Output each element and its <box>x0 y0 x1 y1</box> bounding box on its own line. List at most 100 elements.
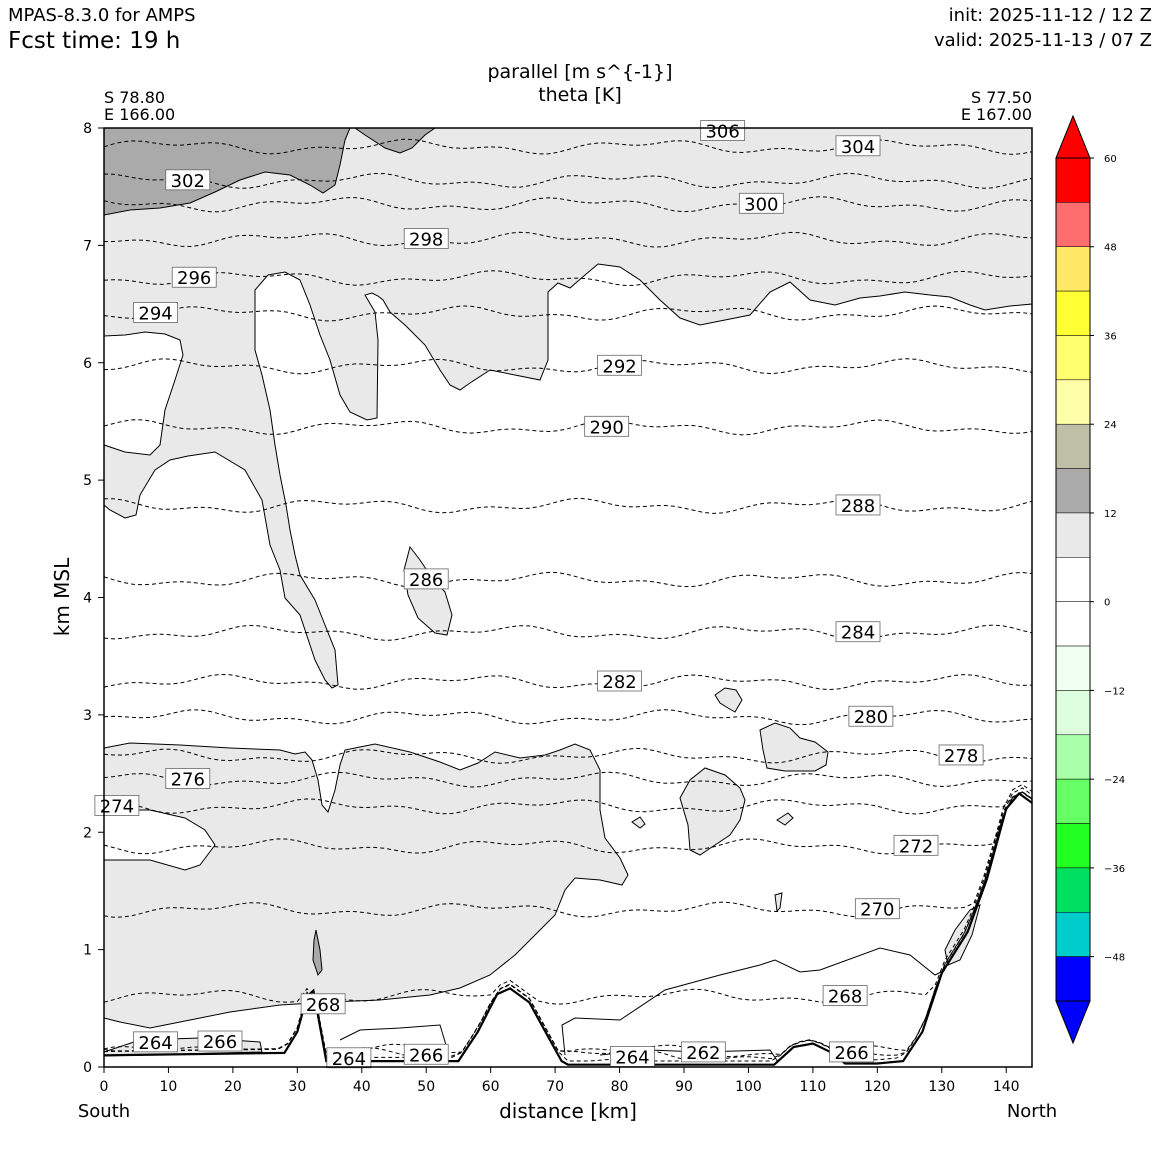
right-lat: S 77.50 <box>971 88 1032 107</box>
colorbar-frame <box>1055 157 1091 1002</box>
colorbar-band <box>1055 601 1091 647</box>
colorbar-tick-label: −12 <box>1104 686 1125 697</box>
svg-text:302: 302 <box>171 171 205 192</box>
theta-label-extra-266: 266 <box>829 1041 874 1064</box>
svg-text:278: 278 <box>944 746 978 767</box>
shade-blob-c <box>679 767 746 856</box>
colorbar-tick-label: 24 <box>1104 420 1117 431</box>
svg-text:274: 274 <box>100 796 134 817</box>
theta-contour-286 <box>103 571 1033 588</box>
svg-text:276: 276 <box>171 769 205 790</box>
north-label: North <box>1007 1101 1057 1122</box>
theta-label-298: 298 <box>403 228 449 251</box>
shade-blob-b <box>759 722 829 772</box>
theta-label-280: 280 <box>848 705 894 728</box>
theta-contour-290 <box>103 419 1033 436</box>
theta-label-282: 282 <box>597 670 642 693</box>
south-label: South <box>78 1101 130 1122</box>
colorbar-over-arrow <box>1055 114 1091 159</box>
x-tick-label: 70 <box>546 1079 564 1095</box>
colorbar-band <box>1055 557 1091 602</box>
theta-contour-280 <box>103 709 1033 726</box>
x-tick-label: 80 <box>611 1079 629 1095</box>
theta-label-extra-264: 264 <box>326 1047 372 1070</box>
svg-text:292: 292 <box>602 356 636 377</box>
theta-contour-294 <box>103 305 1033 322</box>
theta-label-304: 304 <box>835 135 881 158</box>
y-tick-label: 3 <box>83 708 92 724</box>
theta-label-278: 278 <box>938 744 984 767</box>
shade-upper-band <box>103 127 1033 689</box>
y-tick-label: 6 <box>83 356 92 372</box>
shade-blob-e <box>776 812 794 826</box>
colorbar-band <box>1055 645 1091 691</box>
theta-label-274: 274 <box>94 795 140 817</box>
colorbar-band <box>1055 823 1091 869</box>
colorbar-band <box>1055 423 1091 469</box>
theta-contours <box>103 138 1033 1062</box>
theta-label-276: 276 <box>165 768 211 790</box>
x-tick-label: 50 <box>417 1079 435 1095</box>
colorbar-under-arrow <box>1055 1000 1091 1045</box>
svg-text:264: 264 <box>615 1048 649 1069</box>
y-tick-label: 5 <box>83 473 92 489</box>
y-tick-label: 4 <box>83 591 92 607</box>
svg-text:304: 304 <box>841 137 875 158</box>
colorbar-band <box>1055 956 1091 1002</box>
x-tick-label: 40 <box>353 1079 371 1095</box>
svg-text:264: 264 <box>332 1049 366 1070</box>
theta-label-262: 262 <box>680 1041 726 1064</box>
theta-label-302: 302 <box>165 169 211 192</box>
svg-text:268: 268 <box>306 995 340 1016</box>
theta-contour-292 <box>103 358 1033 375</box>
left-lat: S 78.80 <box>104 88 165 107</box>
theta-label-284: 284 <box>835 621 881 644</box>
forecast-time: Fcst time: 19 h <box>8 28 181 54</box>
x-tick-label: 10 <box>160 1079 178 1095</box>
contour-line-low <box>561 947 946 1056</box>
svg-text:296: 296 <box>177 268 211 289</box>
theta-contour-302 <box>103 172 1033 189</box>
x-tick-label: 100 <box>735 1079 762 1095</box>
y-tick-label: 1 <box>83 943 92 959</box>
init-time: init: 2025-11-12 / 12 Z <box>948 5 1152 26</box>
colorbar: 60 48 36 24 12 0 −12 −24 −36 −48 <box>1055 114 1125 1045</box>
model-title: MPAS-8.3.0 for AMPS <box>8 5 196 26</box>
svg-text:294: 294 <box>138 303 172 324</box>
colorbar-band <box>1055 202 1091 247</box>
colorbar-band <box>1055 912 1091 957</box>
theta-label-264: 264 <box>133 1031 178 1054</box>
colorbar-tick-label: 0 <box>1104 598 1110 609</box>
shade-blob-286 <box>403 545 453 636</box>
theta-label-268: 268 <box>822 985 868 1008</box>
svg-text:264: 264 <box>138 1033 172 1054</box>
svg-text:282: 282 <box>602 672 636 693</box>
x-tick-label: 0 <box>100 1079 109 1095</box>
y-axis: 0 1 2 3 4 5 6 7 8 <box>83 121 104 1076</box>
theta-label-extra-266: 266 <box>403 1043 449 1066</box>
theta-contour-284 <box>103 624 1033 641</box>
theta-label-294: 294 <box>133 302 178 324</box>
theta-contour-272 <box>103 791 1033 855</box>
theta-label-266: 266 <box>197 1030 243 1053</box>
theta-contour-300 <box>103 196 1033 213</box>
chart-title: parallel [m s^{-1}] <box>487 61 672 83</box>
svg-text:298: 298 <box>409 230 443 251</box>
shade-blob-d <box>631 816 646 829</box>
svg-text:300: 300 <box>744 194 778 215</box>
x-tick-label: 30 <box>288 1079 306 1095</box>
theta-contour-274 <box>103 791 1033 815</box>
colorbar-band <box>1055 468 1091 514</box>
theta-label-286: 286 <box>403 568 449 591</box>
shade-blob-a <box>714 687 743 713</box>
x-axis: 0 10 20 30 40 50 60 70 80 90 100 110 120 130 140 <box>100 1067 1020 1095</box>
y-tick-label: 7 <box>83 238 92 254</box>
svg-text:290: 290 <box>589 417 623 438</box>
colorbar-tick-label: 48 <box>1104 243 1117 254</box>
theta-contour-288 <box>103 497 1033 514</box>
x-tick-label: 90 <box>675 1079 693 1095</box>
theta-label-300: 300 <box>738 192 784 215</box>
colorbar-tick-label: −24 <box>1104 775 1125 786</box>
contour-line-low2 <box>339 1024 447 1046</box>
